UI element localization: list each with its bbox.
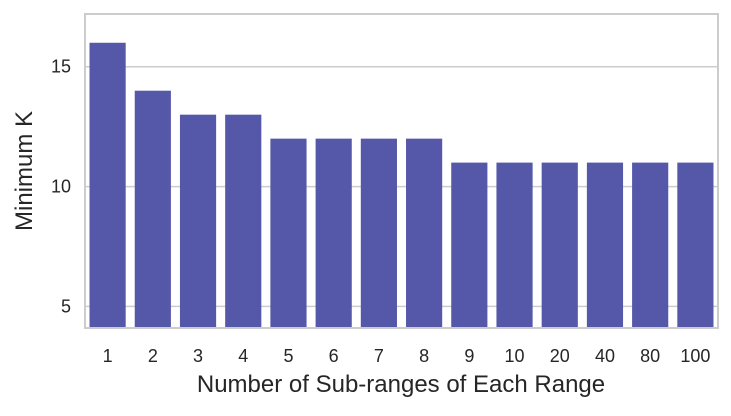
bar-6: [315, 138, 352, 328]
y-tick-label: 5: [61, 296, 71, 316]
bar-20: [541, 162, 578, 328]
x-tick-labels: 1 2 3 4 5 6 7 8 9 10 20 40 80 100: [103, 346, 711, 366]
bar-4: [225, 114, 262, 328]
x-tick-label: 6: [329, 346, 339, 366]
bar-1: [89, 42, 126, 328]
bar-8: [406, 138, 443, 328]
bar-5: [270, 138, 307, 328]
x-tick-label: 4: [238, 346, 248, 366]
x-tick-label: 5: [283, 346, 293, 366]
x-tick-label: 3: [193, 346, 203, 366]
x-tick-label: 9: [464, 346, 474, 366]
bar-100: [677, 162, 714, 328]
y-tick-label: 15: [51, 57, 71, 77]
x-tick-label: 80: [640, 346, 660, 366]
bar-9: [451, 162, 488, 328]
x-tick-label: 100: [680, 346, 710, 366]
y-tick-labels: 5 10 15: [51, 57, 71, 317]
y-tick-label: 10: [51, 177, 71, 197]
x-tick-label: 8: [419, 346, 429, 366]
bar-80: [632, 162, 669, 328]
y-axis-title: Minimum K: [11, 111, 38, 231]
bar-10: [496, 162, 533, 328]
bar-40: [586, 162, 624, 328]
bars: [89, 42, 714, 328]
bar-3: [179, 114, 217, 328]
bar-7: [360, 138, 397, 328]
x-tick-label: 1: [103, 346, 113, 366]
x-tick-label: 20: [550, 346, 570, 366]
plot-frame: [84, 13, 719, 329]
x-tick-label: 7: [374, 346, 384, 366]
x-tick-label: 2: [148, 346, 158, 366]
x-tick-label: 40: [595, 346, 615, 366]
x-tick-label: 10: [505, 346, 525, 366]
bar-2: [134, 90, 171, 328]
x-axis-title: Number of Sub-ranges of Each Range: [197, 371, 605, 398]
